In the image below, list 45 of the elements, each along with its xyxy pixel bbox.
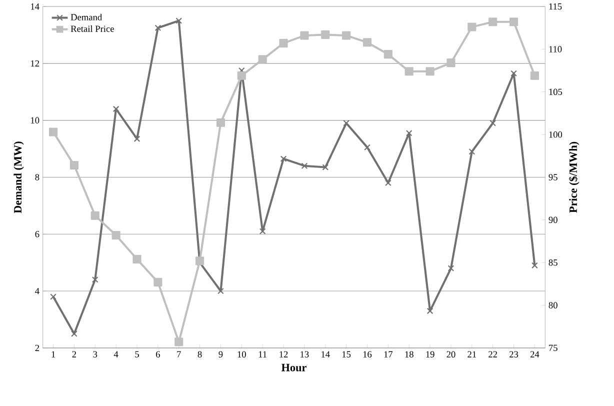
- y-tick-label: 12: [31, 60, 39, 67]
- x-tick-label: 9: [218, 351, 223, 358]
- y-tick-label: 14: [31, 4, 40, 10]
- y2-tick-label: 85: [548, 260, 558, 266]
- y-tick-label: 10: [31, 117, 40, 124]
- x-tick-label: 24: [530, 351, 540, 358]
- x-tick-label: 17: [384, 351, 393, 358]
- x-tick-label: 18: [405, 351, 414, 358]
- x-tick-label: 23: [510, 351, 518, 358]
- x-tick-label: 15: [342, 351, 351, 358]
- x-tick-label: 11: [258, 351, 267, 358]
- y2-tick-label: 100: [549, 132, 562, 138]
- x-tick-label: 13: [300, 351, 309, 358]
- y-tick-label: 4: [35, 288, 40, 294]
- x-tick-label: 6: [156, 351, 160, 358]
- x-tick-label: 16: [363, 351, 372, 358]
- x-tick-label: 5: [135, 351, 139, 358]
- legend-label: Demand: [70, 14, 102, 21]
- y2-tick-label: 75: [549, 345, 558, 352]
- y-tick-label: 2: [35, 345, 39, 352]
- x-tick-label: 8: [198, 351, 202, 358]
- y2-axis-title: Price ($/MWh): [568, 142, 580, 214]
- x-tick-label: 7: [177, 351, 181, 358]
- y2-tick-label: 80: [548, 302, 558, 309]
- y2-tick-label: 105: [549, 88, 562, 96]
- x-tick-label: 2: [72, 351, 76, 358]
- y2-tick-label: 110: [549, 46, 562, 53]
- x-tick-label: 3: [93, 351, 98, 358]
- x-tick-label: 12: [280, 351, 288, 358]
- y2-tick-label: 90: [548, 216, 558, 224]
- y-tick-label: 8: [35, 174, 40, 181]
- legend-label: Retail Price: [70, 26, 114, 32]
- y2-tick-label: 95: [548, 174, 558, 181]
- y-tick-label: 6: [35, 231, 40, 238]
- x-tick-label: 19: [426, 351, 434, 358]
- y-axis-title: Demand (MW): [14, 142, 24, 214]
- x-tick-label: 10: [238, 351, 246, 358]
- x-tick-label: 21: [468, 351, 476, 358]
- x-tick-label: 22: [488, 351, 497, 358]
- y2-tick-label: 115: [549, 4, 562, 10]
- x-tick-label: 1: [52, 351, 56, 358]
- x-axis-title: Hour: [281, 364, 306, 372]
- x-tick-label: 14: [322, 351, 330, 358]
- x-tick-label: 20: [446, 351, 456, 358]
- x-tick-label: 4: [114, 351, 118, 358]
